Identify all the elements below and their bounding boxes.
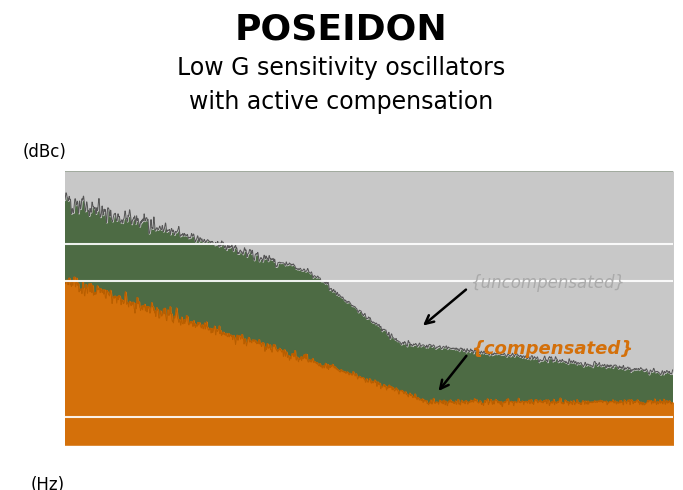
Text: (Hz): (Hz) — [31, 476, 65, 490]
Text: {uncompensated}: {uncompensated} — [471, 274, 626, 293]
Text: (dBc): (dBc) — [23, 143, 66, 161]
Text: Low G sensitivity oscillators
with active compensation: Low G sensitivity oscillators with activ… — [178, 56, 505, 114]
Text: -70 –: -70 – — [18, 404, 59, 422]
Text: {compensated}: {compensated} — [471, 341, 633, 358]
Text: -110 –: -110 – — [8, 272, 59, 290]
Text: POSEIDON: POSEIDON — [235, 12, 448, 46]
Text: -170 –: -170 – — [8, 184, 59, 202]
